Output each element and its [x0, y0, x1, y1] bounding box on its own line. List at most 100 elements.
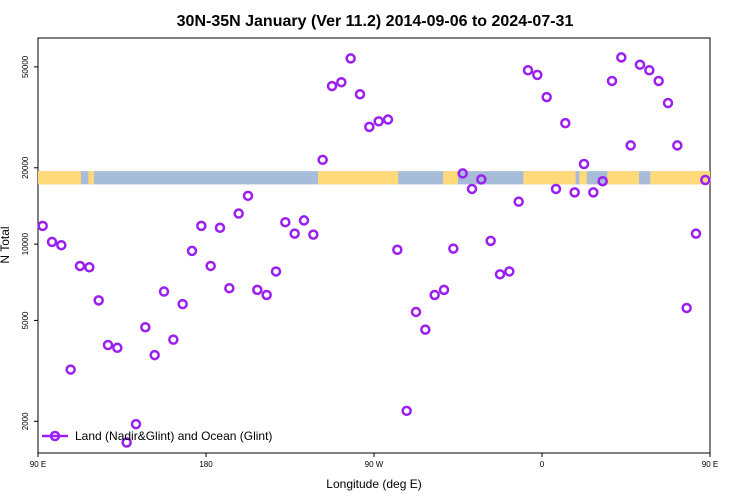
data-point: [233, 208, 244, 219]
data-point: [700, 174, 711, 186]
data-point: [205, 260, 216, 272]
data-point: [504, 266, 515, 277]
data-point: [130, 418, 142, 430]
x-axis-label: Longitude (deg E): [326, 477, 421, 491]
data-point: [690, 228, 702, 239]
chart-title: 30N-35N January (Ver 11.2) 2014-09-06 to…: [177, 13, 574, 30]
data-point: [298, 215, 310, 226]
data-point: [392, 244, 403, 256]
data-points: [37, 52, 711, 448]
data-point: [289, 228, 300, 239]
data-point: [420, 324, 431, 335]
data-point: [672, 140, 683, 151]
y-axis: 2000 5000 10000 20000 50000: [21, 55, 38, 430]
plot-frame: [37, 37, 711, 454]
x-tick-label: 90 E: [702, 460, 718, 469]
data-point: [140, 321, 151, 333]
data-point: [522, 64, 534, 76]
data-point: [196, 220, 207, 232]
x-axis: 90 E 180 90 W 0 90 E: [30, 453, 718, 469]
data-point: [476, 174, 487, 185]
data-point: [373, 116, 384, 127]
data-point: [280, 216, 291, 228]
data-point: [541, 91, 552, 103]
land-band-segment: [88, 171, 94, 185]
data-point: [513, 196, 524, 207]
data-point: [588, 187, 599, 198]
data-point: [261, 289, 272, 301]
legend: Land (Nadir&Glint) and Ocean (Glint): [42, 429, 272, 443]
land-band-segment: [650, 171, 710, 185]
data-point: [569, 187, 580, 198]
land-band-segment: [38, 171, 81, 185]
y-tick-label: 2000: [21, 412, 30, 430]
data-point: [681, 302, 692, 314]
x-tick-label: 90 W: [365, 460, 384, 469]
data-point: [65, 364, 76, 375]
data-point: [364, 121, 375, 133]
data-point: [112, 342, 123, 354]
data-point: [410, 306, 422, 318]
data-point: [56, 239, 67, 251]
data-point: [466, 183, 478, 195]
data-point: [578, 158, 590, 170]
data-point: [354, 88, 366, 100]
data-point: [102, 339, 114, 351]
data-point: [84, 262, 95, 273]
land-band-segment: [318, 171, 399, 185]
y-tick-label: 10000: [21, 232, 30, 255]
y-tick-label: 5000: [21, 311, 30, 329]
data-point: [457, 168, 468, 179]
data-point: [597, 175, 608, 187]
data-point: [653, 75, 664, 87]
data-point: [345, 53, 356, 64]
data-point: [429, 289, 440, 301]
data-point: [177, 298, 188, 310]
land-band-segment: [579, 171, 587, 185]
data-point: [662, 97, 674, 109]
data-point: [168, 334, 179, 345]
data-point: [214, 222, 226, 234]
data-point: [336, 76, 347, 88]
data-point: [46, 236, 58, 248]
x-tick-label: 180: [199, 460, 213, 469]
data-point: [532, 69, 543, 81]
legend-marker: [49, 430, 61, 442]
legend-label: Land (Nadir&Glint) and Ocean (Glint): [75, 429, 272, 443]
data-point: [550, 183, 562, 195]
land-band-segment: [607, 171, 640, 185]
data-point: [382, 114, 394, 125]
data-point: [494, 269, 506, 280]
x-tick-label: 90 E: [30, 460, 46, 469]
data-point: [270, 266, 282, 277]
x-tick-label: 0: [540, 460, 545, 469]
data-point: [438, 284, 450, 296]
data-point: [560, 117, 571, 129]
y-tick-label: 50000: [21, 55, 30, 78]
data-point: [224, 282, 235, 294]
y-tick-label: 20000: [21, 156, 30, 179]
data-point: [317, 154, 328, 166]
data-point: [149, 349, 160, 361]
data-point: [625, 140, 636, 151]
data-point: [186, 245, 198, 257]
data-point: [634, 59, 646, 70]
data-point: [121, 437, 132, 448]
data-point: [606, 75, 618, 87]
data-point: [158, 286, 170, 297]
land-band-segment: [443, 171, 458, 185]
data-point: [644, 64, 655, 76]
y-axis-label: N Total: [0, 226, 12, 263]
data-point: [326, 80, 338, 92]
data-point: [242, 190, 254, 202]
data-point: [485, 235, 496, 247]
data-point: [448, 243, 459, 254]
data-point: [74, 260, 86, 272]
data-point: [93, 295, 104, 306]
data-point: [616, 52, 627, 63]
data-point: [308, 229, 319, 240]
data-point: [252, 284, 263, 296]
land-band-segment: [523, 171, 576, 185]
land-ocean-band: [38, 171, 710, 185]
